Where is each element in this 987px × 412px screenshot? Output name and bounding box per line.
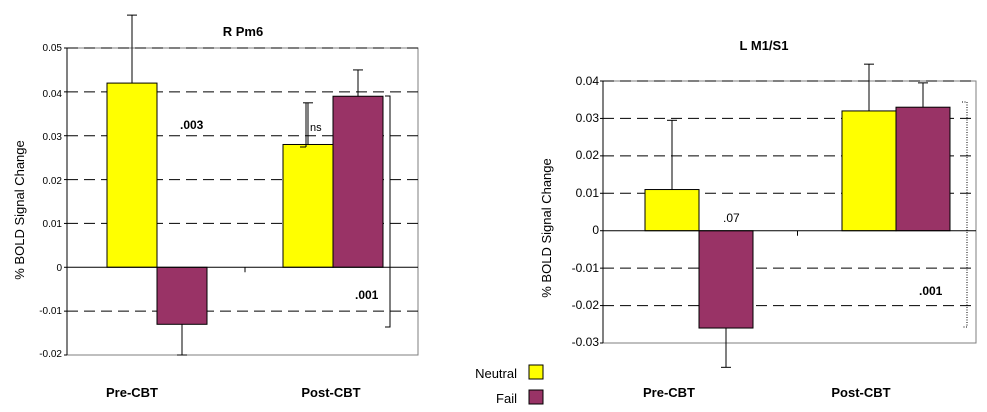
significance-bracket xyxy=(385,95,391,328)
y-tick-label: 0.01 xyxy=(576,186,600,200)
y-tick-label: 0.02 xyxy=(43,176,63,187)
chart-title: R Pm6 xyxy=(223,24,263,39)
chart-l-m1-s1: L M1/S1 % BOLD Signal Change 0.04 0.03 0… xyxy=(539,38,977,400)
p-value-annotation: .001 xyxy=(355,288,379,302)
chart-marks xyxy=(600,63,977,368)
y-tick-label: -0.02 xyxy=(572,298,600,312)
y-tick-label: 0 xyxy=(56,263,62,274)
y-tick-label: -0.02 xyxy=(39,349,62,360)
y-tick-label: -0.01 xyxy=(572,261,600,275)
y-tick-label: -0.01 xyxy=(39,306,62,317)
bar-fail xyxy=(156,266,208,325)
chart-marks xyxy=(64,14,419,356)
y-tick-label: 0.02 xyxy=(576,148,600,162)
p-value-annotation: .003 xyxy=(180,118,204,132)
bar-neutral xyxy=(841,110,897,232)
chart-title: L M1/S1 xyxy=(740,38,789,53)
ns-annotation: ns xyxy=(310,122,322,134)
y-tick-labels: 0.05 0.04 0.03 0.02 0.01 0 -0.01 -0.02 xyxy=(39,43,62,360)
y-tick-labels: 0.04 0.03 0.02 0.01 0 -0.01 -0.02 -0.03 xyxy=(572,74,600,349)
bar-neutral xyxy=(106,82,158,268)
bar-fail xyxy=(698,230,754,329)
y-tick-label: 0.03 xyxy=(576,111,600,125)
significance-bracket xyxy=(962,101,968,328)
ns-bracket xyxy=(300,103,307,148)
legend-swatch-neutral xyxy=(528,364,544,380)
bar-fail xyxy=(895,106,951,232)
x-category-label: Post-CBT xyxy=(301,385,360,400)
y-axis-label: % BOLD Signal Change xyxy=(539,158,554,297)
legend-label-neutral: Neutral xyxy=(475,366,517,381)
y-tick-label: 0.05 xyxy=(43,43,63,54)
y-tick-label: 0.04 xyxy=(43,89,63,100)
y-tick-label: -0.03 xyxy=(572,335,600,349)
legend: Neutral Fail xyxy=(475,364,544,406)
p-value-annotation: .001 xyxy=(919,284,943,298)
bar-fail xyxy=(332,95,384,268)
y-tick-label: 0.04 xyxy=(576,74,600,88)
y-tick-label: 0.03 xyxy=(43,132,63,143)
bar-neutral xyxy=(644,189,700,232)
legend-swatch-fail xyxy=(528,389,544,405)
legend-label-fail: Fail xyxy=(496,391,517,406)
y-axis-label: % BOLD Signal Change xyxy=(12,140,27,279)
x-category-label: Post-CBT xyxy=(831,385,890,400)
x-category-label: Pre-CBT xyxy=(106,385,158,400)
y-tick-label: 0 xyxy=(592,223,599,237)
p-value-annotation: .07 xyxy=(723,211,740,225)
x-category-label: Pre-CBT xyxy=(643,385,695,400)
bar-neutral xyxy=(282,143,334,268)
y-tick-label: 0.01 xyxy=(43,219,63,230)
chart-r-pm6: R Pm6 % BOLD Signal Change 0.05 0.04 0.0… xyxy=(12,14,419,400)
